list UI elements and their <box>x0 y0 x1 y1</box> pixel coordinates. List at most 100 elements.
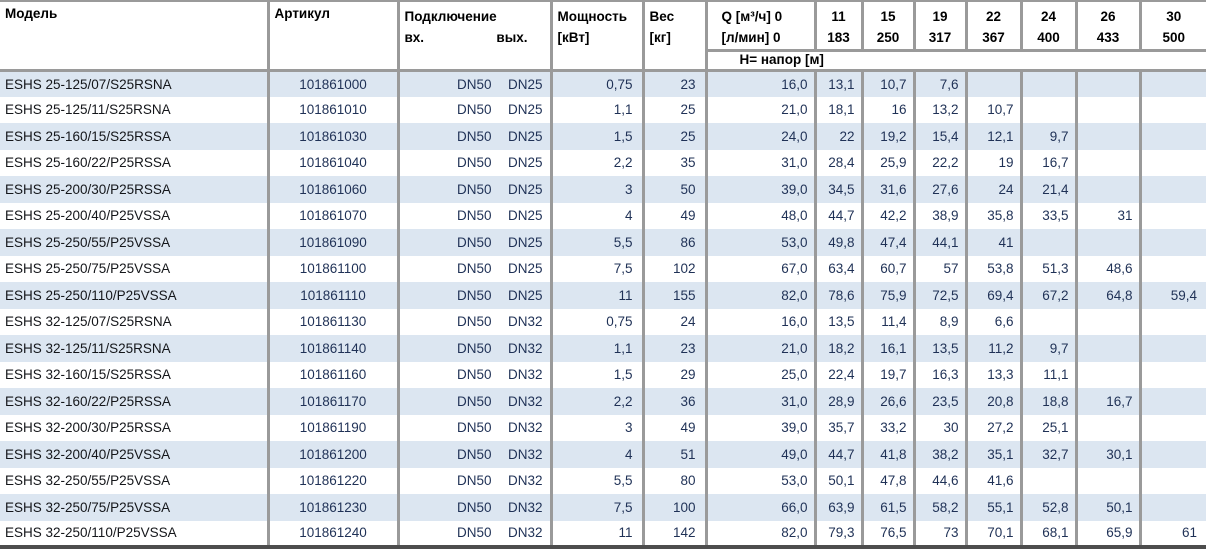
col-header-flow-30: 30 500 <box>1138 1 1206 52</box>
head-value-cell: 59,4 <box>1138 282 1206 309</box>
head-value-cell: 13,5 <box>813 308 862 335</box>
head-value-cell <box>1138 494 1206 521</box>
table-row: ESHS 25-200/40/P25VSSA 101861070 DN50 DN25 4… <box>0 202 1206 229</box>
power-cell: 4 <box>549 202 643 229</box>
head-value-cell <box>1074 96 1140 123</box>
inlet-value: DN50 <box>456 128 492 144</box>
power-unit-label: [кВт] <box>557 30 590 45</box>
head-value-cell: 21,4 <box>1019 176 1076 203</box>
inlet-value: DN50 <box>456 340 492 356</box>
inlet-value: DN50 <box>456 234 492 250</box>
head-value-cell <box>1138 388 1206 415</box>
table-row: ESHS 32-160/15/S25RSSA 101861160 DN50 DN32 1… <box>0 361 1206 388</box>
head-value-cell: 35,7 <box>813 414 862 441</box>
head-value-cell: 13,3 <box>964 361 1021 388</box>
head-value-cell: 67,2 <box>1019 282 1076 309</box>
outlet-value: DN25 <box>507 181 543 197</box>
head-value-cell: 48,0 <box>704 202 815 229</box>
head-value-cell: 75,9 <box>860 282 914 309</box>
power-cell: 7,5 <box>549 494 643 521</box>
head-value-cell <box>1019 70 1076 97</box>
head-value-cell: 31 <box>1074 202 1140 229</box>
model-cell: ESHS 32-160/15/S25RSSA <box>5 367 171 383</box>
connection-cell: DN50 DN25 <box>396 70 551 97</box>
head-value-cell: 10,7 <box>964 96 1021 123</box>
article-cell: 101861000 <box>266 70 398 97</box>
outlet-value: DN25 <box>507 234 543 250</box>
weight-cell: 29 <box>641 361 706 388</box>
power-cell: 2,2 <box>549 149 643 176</box>
article-cell: 101861230 <box>266 494 398 521</box>
head-value-cell <box>1138 96 1206 123</box>
article-cell: 101861060 <box>266 176 398 203</box>
head-value-cell: 8,9 <box>912 308 966 335</box>
model-cell: ESHS 25-125/11/S25RSNA <box>5 102 171 118</box>
model-cell: ESHS 25-125/07/S25RSNA <box>0 70 268 97</box>
outlet-value: DN32 <box>507 499 543 515</box>
article-cell: 101861110 <box>266 282 398 309</box>
outlet-value: DN25 <box>507 155 543 171</box>
head-value-cell: 22 <box>813 123 862 150</box>
weight-label: Вес <box>649 9 675 24</box>
power-cell: 7,5 <box>549 255 643 282</box>
inlet-value: DN50 <box>456 393 492 409</box>
head-value-cell: 30 <box>912 414 966 441</box>
head-value-cell <box>1019 308 1076 335</box>
table-body: ESHS 25-125/07/S25RSNA 101861000 DN50 DN25 0… <box>0 70 1206 547</box>
head-value-cell: 23,5 <box>912 388 966 415</box>
head-value-cell <box>964 70 1021 97</box>
head-value-cell: 18,8 <box>1019 388 1076 415</box>
weight-cell: 86 <box>641 229 706 256</box>
head-value-cell: 33,2 <box>860 414 914 441</box>
weight-cell: 36 <box>641 388 706 415</box>
head-value-cell: 28,9 <box>813 388 862 415</box>
connection-cell: DN50 DN32 <box>396 520 551 547</box>
head-value-cell: 41,8 <box>860 441 914 468</box>
inlet-value: DN50 <box>456 420 492 436</box>
connection-cell: DN50 DN25 <box>396 123 551 150</box>
connection-cell: DN50 DN32 <box>396 388 551 415</box>
model-cell: ESHS 25-160/15/S25RSSA <box>0 123 268 150</box>
head-value-cell <box>1074 229 1140 256</box>
head-value-cell: 34,5 <box>813 176 862 203</box>
model-cell: ESHS 32-200/30/P25RSSA <box>5 420 171 436</box>
head-value-cell: 38,9 <box>912 202 966 229</box>
table-row: ESHS 32-125/11/S25RSNA 101861140 DN50 DN32 1… <box>0 335 1206 362</box>
col-header-model: Модель <box>0 1 268 72</box>
model-cell: ESHS 32-125/07/S25RSNA <box>5 314 172 330</box>
head-value-cell <box>1074 414 1140 441</box>
power-cell: 1,5 <box>549 123 643 150</box>
head-value-cell: 35,1 <box>964 441 1021 468</box>
head-value-cell: 44,6 <box>912 467 966 494</box>
connection-cell: DN50 DN25 <box>396 202 551 229</box>
outlet-value: DN25 <box>507 208 543 224</box>
head-value-cell: 72,5 <box>912 282 966 309</box>
table-row: ESHS 25-125/11/S25RSNA 101861010 DN50 DN25 1… <box>0 96 1206 123</box>
head-value-cell: 16,0 <box>704 70 815 97</box>
head-value-cell: 38,2 <box>912 441 966 468</box>
col-header-flow-22: 22 367 <box>964 1 1021 52</box>
head-value-cell: 19,2 <box>860 123 914 150</box>
power-cell: 5,5 <box>549 467 643 494</box>
head-value-cell: 28,4 <box>813 149 862 176</box>
head-value-cell: 27,2 <box>964 414 1021 441</box>
head-value-cell: 44,1 <box>912 229 966 256</box>
connection-cell: DN50 DN32 <box>396 441 551 468</box>
connection-cell: DN50 DN32 <box>396 414 551 441</box>
head-value-cell: 53,8 <box>964 255 1021 282</box>
col-header-power: Мощность [кВт] <box>549 1 643 72</box>
head-value-cell: 16,1 <box>860 335 914 362</box>
outlet-value: DN32 <box>507 393 543 409</box>
head-value-cell: 49,0 <box>704 441 815 468</box>
head-value-cell: 13,1 <box>813 70 862 97</box>
model-cell: ESHS 25-250/110/P25VSSA <box>0 282 268 309</box>
table-row: ESHS 32-200/30/P25RSSA 101861190 DN50 DN32 3… <box>0 414 1206 441</box>
head-value-cell: 39,0 <box>704 414 815 441</box>
connection-label: Подключение <box>404 9 497 24</box>
model-cell: ESHS 25-250/55/P25VSSA <box>0 229 268 256</box>
power-cell: 3 <box>549 414 643 441</box>
head-value-cell <box>1074 70 1140 97</box>
table-row: ESHS 25-125/07/S25RSNA 101861000 DN50 DN25 0… <box>0 70 1206 97</box>
